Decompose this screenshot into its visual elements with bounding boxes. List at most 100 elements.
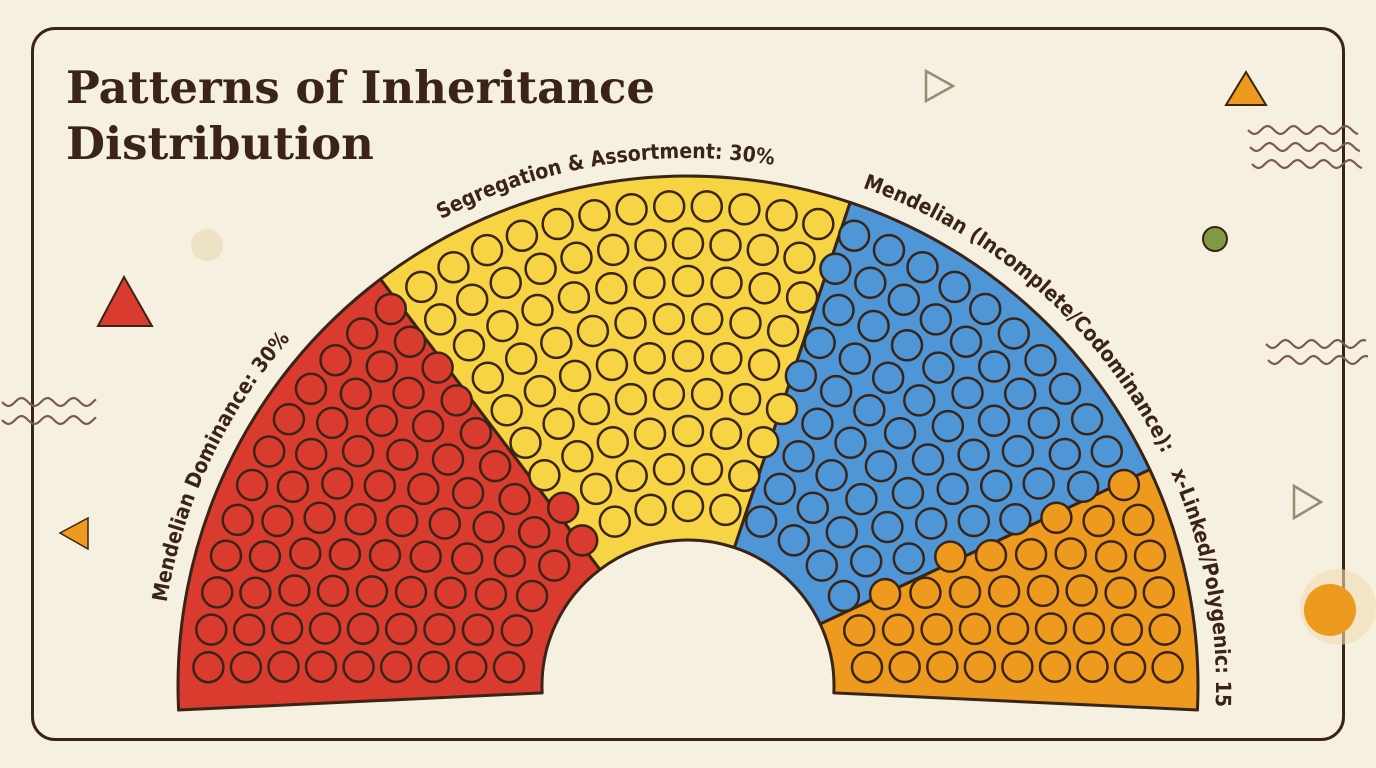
- seat: [868, 577, 902, 611]
- seat: [270, 612, 304, 645]
- seat: [614, 382, 648, 416]
- seat: [710, 266, 743, 300]
- seat: [308, 612, 342, 645]
- seat: [690, 377, 724, 411]
- seat: [857, 309, 890, 343]
- seat: [1038, 650, 1072, 684]
- seat: [803, 326, 836, 360]
- seat: [1065, 574, 1098, 607]
- seat: [565, 524, 599, 557]
- seat: [805, 549, 839, 582]
- seat: [728, 382, 762, 416]
- seat: [209, 539, 243, 572]
- seat: [1070, 403, 1104, 436]
- seat: [1026, 574, 1060, 608]
- seat: [827, 579, 861, 613]
- decor-triangle-orange-left: [58, 516, 89, 551]
- seat: [728, 193, 761, 226]
- seat: [221, 503, 254, 537]
- seat: [815, 459, 848, 492]
- decor-wave-left-1: [1, 414, 97, 426]
- seat: [289, 537, 322, 570]
- seat: [633, 266, 666, 300]
- seat: [710, 341, 743, 375]
- seat: [906, 250, 939, 284]
- seat: [777, 524, 811, 557]
- seat: [1014, 538, 1048, 571]
- seat: [996, 612, 1030, 645]
- seat: [822, 293, 855, 327]
- seat: [938, 270, 971, 304]
- seat: [881, 613, 915, 646]
- seat: [492, 650, 526, 684]
- seat: [339, 377, 373, 410]
- seat: [709, 493, 742, 527]
- seat: [405, 270, 438, 304]
- seat: [1110, 613, 1144, 647]
- seat: [598, 505, 632, 538]
- seat: [394, 575, 428, 609]
- seat: [558, 359, 592, 393]
- seat: [729, 306, 762, 340]
- seat: [782, 440, 815, 473]
- seat: [521, 293, 554, 327]
- seat: [316, 574, 350, 608]
- seat: [850, 650, 884, 684]
- seat: [746, 426, 780, 459]
- seat: [746, 233, 780, 267]
- seat: [474, 577, 508, 611]
- seat: [765, 198, 798, 232]
- decorations: [1, 68, 1376, 645]
- seat: [802, 207, 835, 241]
- seat: [440, 384, 473, 417]
- seat: [920, 613, 953, 646]
- seat: [537, 549, 571, 582]
- seat: [346, 612, 380, 645]
- seat: [498, 482, 531, 516]
- seat: [235, 468, 269, 502]
- seat: [853, 394, 886, 427]
- seat: [386, 438, 419, 471]
- seat: [892, 542, 926, 575]
- seat: [1022, 467, 1055, 500]
- decor-circle-beige: [191, 229, 223, 261]
- seat: [341, 434, 375, 468]
- seat: [819, 252, 852, 286]
- seat: [957, 438, 990, 471]
- seat: [437, 250, 470, 284]
- seat: [634, 228, 667, 262]
- decor-triangle-outline-right: [1292, 483, 1324, 521]
- decor-wave-right-1: [1267, 354, 1369, 366]
- seat: [393, 325, 427, 358]
- seat: [407, 472, 440, 506]
- seat: [914, 507, 948, 540]
- seat: [200, 576, 234, 609]
- seat: [690, 302, 724, 336]
- seat: [671, 414, 705, 448]
- seat: [459, 416, 493, 450]
- seat: [671, 339, 705, 373]
- seat: [1048, 437, 1082, 471]
- seat: [560, 241, 593, 275]
- seat: [1082, 504, 1115, 538]
- seat: [428, 507, 462, 540]
- seat: [825, 515, 859, 549]
- seat: [652, 302, 686, 336]
- seat: [1040, 501, 1073, 535]
- seat-markers: [192, 190, 1184, 684]
- chart-frame: [31, 27, 1345, 741]
- seat: [272, 403, 306, 436]
- seat: [471, 361, 505, 395]
- seat: [834, 426, 867, 460]
- seat: [493, 544, 527, 578]
- seat: [744, 505, 778, 538]
- seat: [763, 472, 797, 506]
- seat: [977, 350, 1011, 383]
- seat: [423, 303, 457, 336]
- seat: [261, 504, 294, 538]
- seat: [368, 539, 402, 572]
- seat: [1066, 470, 1100, 504]
- seat: [409, 540, 442, 573]
- decor-wave-top-right-1: [1249, 141, 1361, 153]
- seat: [546, 491, 580, 525]
